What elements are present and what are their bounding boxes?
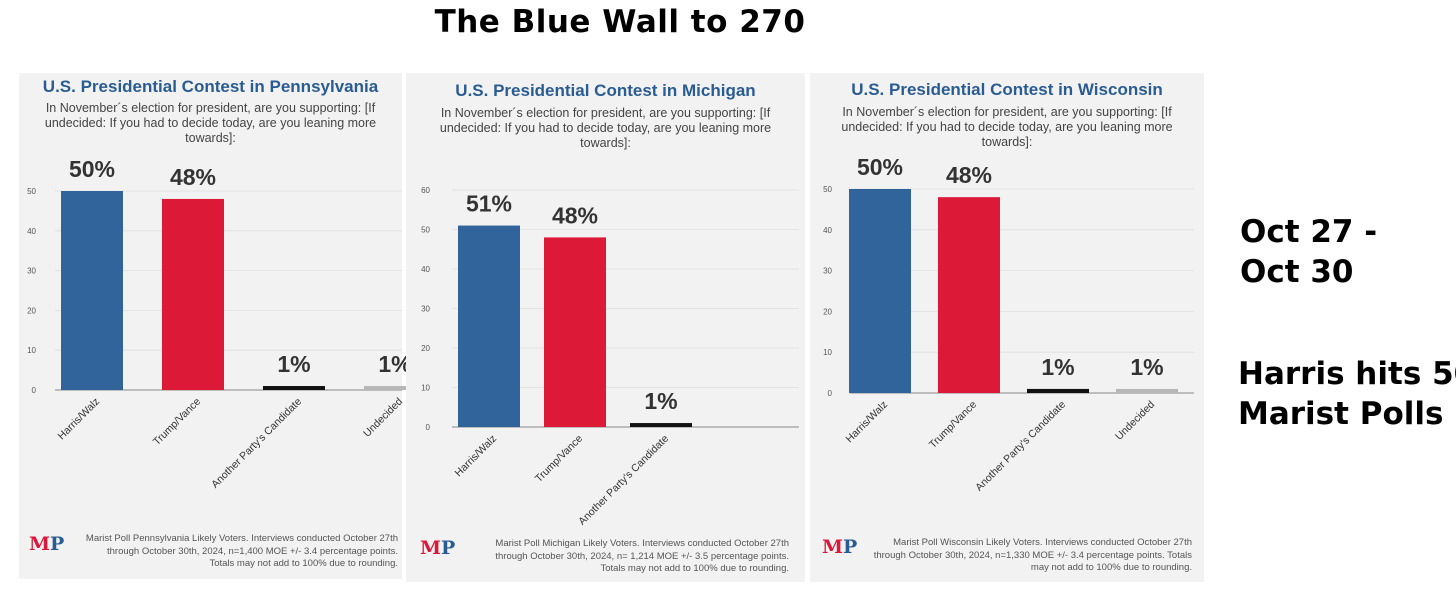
page-title: The Blue Wall to 270 [434,4,806,40]
data-label: 50% [69,156,115,182]
category-label: Harris/Walz [453,433,500,480]
y-tick-label: 0 [828,389,833,398]
panel-footnote: Marist Poll Wisconsin Likely Voters. Int… [873,537,1192,573]
bar-another-party-s-candidate [630,423,692,427]
panel-question: In November´s election for president, ar… [841,105,1173,149]
category-label: Undecided [1113,399,1157,443]
bar-harris-walz [849,189,911,393]
panel-title: U.S. Presidential Contest in Pennsylvani… [42,77,379,96]
y-tick-label: 40 [27,227,36,236]
y-tick-label: 0 [32,386,37,395]
category-label: Another Party's Candidate [973,399,1068,494]
michigan-bar-chart: 0 10 20 30 40 50 60 51% Harris/Walz 48% Trump/Vanc… [421,186,799,528]
y-tick-label: 10 [421,384,430,393]
y-tick-label: 40 [823,226,832,235]
category-label: Undecided [361,396,405,440]
y-tick-label: 10 [27,346,36,355]
wisconsin-panel: U.S. Presidential Contest in Wisconsin I… [810,73,1204,582]
panel-footnote: Marist Poll Michigan Likely Voters. Inte… [495,538,789,574]
michigan-panel: U.S. Presidential Contest in Michigan In… [406,73,805,582]
marist-poll-logo: MP [420,537,456,559]
category-label: Trump/Vance [533,433,585,485]
category-label: Another Party's Candidate [209,396,304,491]
y-tick-label: 30 [27,267,36,276]
category-label: Trump/Vance [927,399,979,451]
data-label: 1% [277,351,310,377]
y-tick-label: 0 [426,423,431,432]
headline-line-1: Harris hits 50 [1238,356,1456,392]
data-label: 1% [1130,354,1163,380]
y-tick-label: 40 [421,265,430,274]
headline-note: Harris hits 50 Marist Polls [1238,354,1456,434]
panel-question: In November´s election for president, ar… [44,101,377,145]
date-range-start: Oct 27 - [1240,214,1378,250]
y-tick-label: 30 [421,305,430,314]
panel-footnote: Marist Poll Pennsylvania Likely Voters. … [85,533,398,569]
data-label: 50% [857,154,903,180]
marist-poll-logo: MP [29,533,65,555]
y-tick-label: 20 [421,344,430,353]
bar-trump-vance [544,237,606,427]
wisconsin-bar-chart: 0 10 20 30 40 50 50% Harris/Walz 48% Trump/Vance 1… [823,154,1194,494]
y-tick-label: 30 [823,267,832,276]
panel-question: In November´s election for president, ar… [439,106,772,150]
category-label: Harris/Walz [56,396,103,443]
pennsylvania-bar-chart: 0 10 20 30 40 50 50% Harris/Walz 48% Trump/Vance 1… [27,156,426,491]
category-label: Harris/Walz [844,399,891,446]
data-label: 48% [946,162,992,188]
panel-title: U.S. Presidential Contest in Michigan [455,81,756,100]
bar-another-party-s-candidate [263,386,325,390]
y-tick-label: 50 [421,226,430,235]
date-range-end: Oct 30 [1240,254,1354,290]
y-tick-label: 60 [421,186,430,195]
bar-undecided [364,386,426,390]
bar-another-party-s-candidate [1027,388,1089,393]
bar-trump-vance [162,198,224,390]
data-label: 48% [552,202,598,228]
data-label: 1% [644,388,677,414]
bar-trump-vance [938,197,1000,393]
data-label: 48% [170,164,216,190]
y-tick-label: 20 [823,307,832,316]
headline-line-2: Marist Polls [1238,396,1444,432]
bar-undecided [1116,388,1178,393]
y-tick-label: 10 [823,348,832,357]
y-tick-label: 50 [823,185,832,194]
date-range-note: Oct 27 - Oct 30 [1240,212,1377,292]
category-label: Trump/Vance [151,396,203,448]
y-tick-label: 20 [27,306,36,315]
data-label: 51% [466,191,512,217]
bar-harris-walz [458,225,520,427]
y-tick-label: 50 [27,187,36,196]
bar-harris-walz [61,191,123,390]
data-label: 1% [1041,354,1074,380]
pennsylvania-panel: U.S. Presidential Contest in Pennsylvani… [19,73,426,579]
marist-poll-logo: MP [822,536,858,558]
category-label: Another Party's Candidate [576,433,671,528]
panel-title: U.S. Presidential Contest in Wisconsin [851,80,1163,99]
